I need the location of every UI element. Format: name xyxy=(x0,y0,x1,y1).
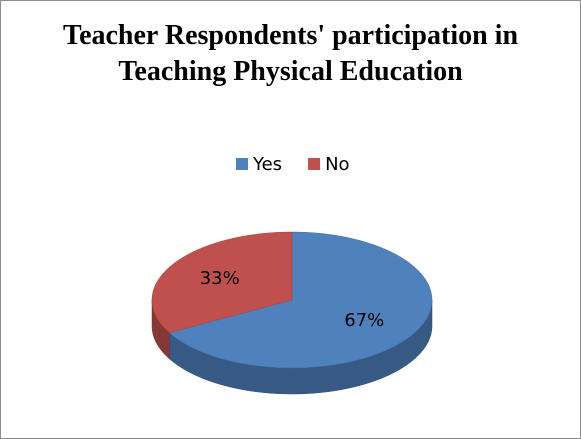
legend-label: No xyxy=(325,154,349,175)
legend-label: Yes xyxy=(252,154,282,175)
slice xyxy=(168,231,433,369)
legend-swatch xyxy=(236,158,248,170)
data-label: 67% xyxy=(344,310,384,331)
chart-title: Teacher Respondents' participation in Te… xyxy=(62,20,519,87)
legend-swatch xyxy=(308,158,321,170)
data-label: 33% xyxy=(200,268,240,289)
slice xyxy=(151,231,293,334)
